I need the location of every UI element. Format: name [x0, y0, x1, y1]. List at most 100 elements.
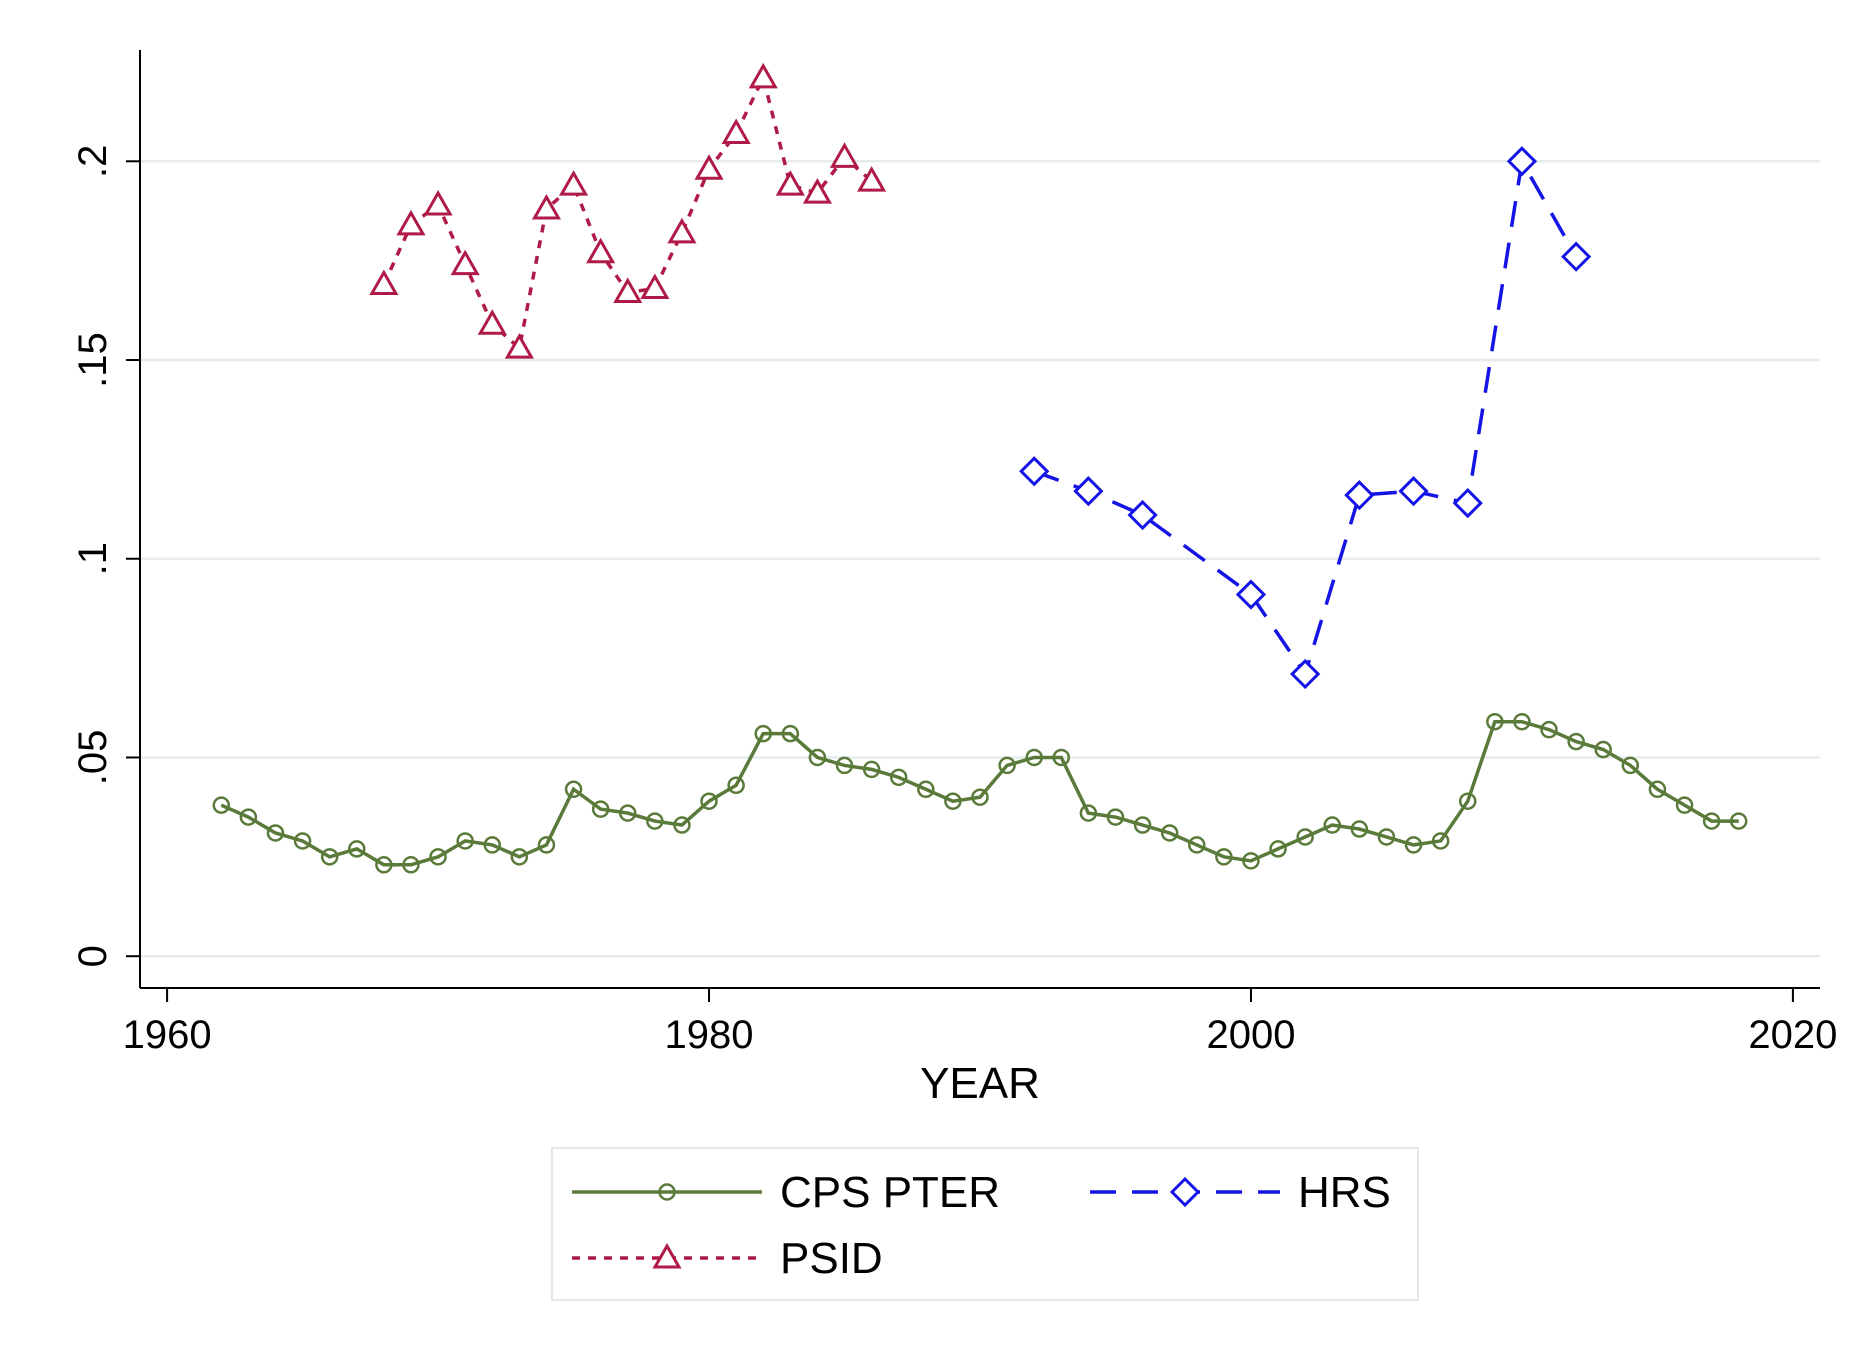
data-point-2-9 [613, 277, 643, 303]
series-cps-pter [212, 712, 1748, 874]
data-point-0-23 [835, 756, 854, 775]
legend-item-cps-pter: CPS PTER [572, 1168, 1000, 1217]
data-point-0-50 [1567, 732, 1585, 751]
data-point-0-6 [375, 856, 393, 874]
data-point-1-8 [1506, 146, 1538, 177]
x-tick-label-2: 2000 [1206, 1013, 1295, 1057]
data-point-0-27 [944, 792, 962, 810]
data-point-0-32 [1079, 804, 1098, 822]
data-point-0-12 [537, 836, 556, 854]
data-point-0-49 [1540, 720, 1558, 739]
data-point-1-7 [1452, 487, 1483, 519]
data-point-2-17 [829, 142, 860, 168]
data-point-2-8 [586, 237, 616, 264]
data-point-0-45 [1431, 832, 1450, 850]
data-point-2-0 [369, 269, 399, 295]
legend-label: PSID [780, 1234, 883, 1283]
data-point-0-0 [212, 796, 231, 814]
data-point-0-31 [1052, 748, 1071, 767]
legend-box [551, 1147, 1419, 1301]
legend-label: CPS PTER [780, 1168, 1000, 1217]
data-point-0-3 [293, 832, 312, 850]
data-point-2-2 [423, 189, 453, 216]
axes: 0 .05 .1 .15 .2 1960 1980 2000 2020 [71, 50, 1837, 1057]
series-group [212, 62, 1748, 874]
data-point-2-18 [857, 166, 887, 192]
gridlines [140, 160, 1820, 958]
data-point-0-14 [591, 800, 610, 818]
legend-item-hrs: HRS [1090, 1168, 1391, 1217]
series-line-0 [220, 719, 1739, 867]
data-point-0-28 [971, 788, 989, 806]
data-point-2-15 [775, 170, 805, 196]
y-tick-label-1: .05 [71, 730, 115, 786]
data-point-0-55 [1702, 812, 1721, 830]
data-point-1-0 [1019, 456, 1050, 487]
data-point-0-51 [1594, 740, 1612, 759]
data-point-0-54 [1675, 796, 1694, 814]
data-point-1-4 [1290, 658, 1321, 690]
data-point-2-6 [531, 193, 562, 220]
data-point-1-6 [1398, 476, 1429, 507]
data-point-2-7 [558, 170, 589, 196]
data-point-2-13 [721, 118, 751, 144]
y-tick-label-3: .15 [71, 332, 115, 388]
data-point-1-2 [1127, 499, 1158, 531]
data-point-2-4 [477, 309, 507, 335]
y-tick-label-2: .1 [71, 542, 115, 575]
data-point-0-1 [239, 808, 258, 826]
data-point-0-42 [1350, 820, 1369, 838]
legend-marker [658, 1183, 676, 1201]
data-point-0-5 [348, 840, 366, 858]
data-point-0-13 [564, 780, 583, 799]
data-point-0-7 [402, 856, 420, 874]
data-point-0-2 [266, 824, 285, 842]
data-point-0-9 [456, 832, 474, 850]
data-point-0-36 [1188, 836, 1206, 854]
data-point-0-15 [618, 804, 637, 822]
data-point-0-43 [1377, 828, 1396, 846]
series-hrs [1019, 146, 1592, 690]
data-point-1-3 [1235, 579, 1267, 610]
data-point-0-35 [1160, 824, 1179, 842]
series-line-1 [1033, 156, 1578, 679]
data-point-0-48 [1513, 712, 1531, 731]
data-point-0-17 [673, 816, 691, 834]
data-point-0-25 [889, 768, 908, 787]
data-point-0-4 [320, 848, 339, 866]
data-point-1-9 [1561, 241, 1592, 272]
data-point-2-12 [694, 154, 724, 180]
data-point-2-14 [748, 62, 778, 89]
data-point-2-1 [396, 209, 426, 236]
data-point-0-44 [1404, 836, 1423, 854]
data-point-1-5 [1344, 480, 1375, 511]
y-tick-label-0: 0 [71, 945, 115, 967]
x-axis-title: YEAR [920, 1059, 1040, 1108]
data-point-0-37 [1215, 848, 1233, 866]
data-point-0-40 [1296, 828, 1314, 846]
data-point-0-8 [429, 848, 447, 866]
y-tick-label-4: .2 [71, 145, 115, 178]
data-point-0-10 [483, 836, 502, 854]
legend-marker [652, 1242, 682, 1269]
data-point-2-3 [450, 249, 480, 276]
data-point-0-16 [646, 812, 664, 830]
data-point-0-21 [781, 724, 800, 743]
x-tick-label-1: 1980 [665, 1013, 754, 1057]
data-point-0-24 [862, 760, 881, 779]
series-psid [369, 62, 887, 359]
data-point-0-52 [1621, 756, 1640, 775]
data-point-0-39 [1269, 840, 1287, 858]
data-point-0-29 [998, 756, 1016, 775]
data-point-0-11 [510, 848, 529, 866]
data-point-0-19 [727, 776, 745, 795]
legend: CPS PTER HRS PSID [551, 1147, 1419, 1301]
data-point-0-41 [1323, 816, 1342, 834]
data-point-0-53 [1648, 780, 1667, 799]
data-point-0-18 [700, 792, 718, 810]
data-point-0-47 [1486, 712, 1504, 731]
data-point-0-20 [754, 724, 772, 743]
data-point-0-46 [1458, 792, 1477, 810]
